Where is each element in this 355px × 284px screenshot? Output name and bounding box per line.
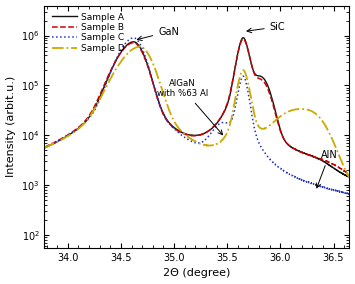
Sample B [170, 125, 175, 129]
Line: Sample A: Sample A [44, 38, 349, 177]
Line: Sample B: Sample B [44, 39, 349, 174]
Sample A [187, 133, 191, 137]
Sample A [323, 160, 327, 164]
Sample B [241, 37, 245, 41]
Sample D [173, 121, 177, 125]
Sample D [170, 117, 175, 120]
Text: GaN: GaN [137, 27, 179, 41]
Line: Sample C: Sample C [44, 38, 349, 194]
Sample D [42, 146, 47, 149]
Sample C [323, 186, 327, 189]
Sample C [187, 139, 192, 142]
Sample B [42, 145, 47, 149]
Sample D [323, 123, 327, 127]
Sample D [338, 156, 342, 160]
Sample B [264, 83, 268, 87]
Y-axis label: Intensity (arbit.u.): Intensity (arbit.u.) [6, 76, 16, 178]
Sample C [42, 146, 47, 149]
Sample A [170, 124, 175, 128]
Sample B [187, 133, 191, 137]
X-axis label: 2Θ (degree): 2Θ (degree) [163, 268, 231, 278]
Sample A [338, 171, 342, 174]
Sample C [173, 128, 177, 131]
Line: Sample D: Sample D [44, 47, 349, 178]
Sample C [264, 153, 268, 156]
Sample A [241, 36, 245, 39]
Sample B [173, 127, 177, 131]
Sample B [347, 172, 351, 176]
Sample C [347, 192, 351, 195]
Sample A [173, 127, 177, 130]
Sample B [323, 159, 327, 162]
Sample B [338, 167, 342, 170]
Sample A [347, 176, 351, 179]
Sample C [132, 36, 136, 39]
Sample B [347, 173, 351, 176]
Legend: Sample A, Sample B, Sample C, Sample D: Sample A, Sample B, Sample C, Sample D [49, 10, 128, 56]
Sample A [42, 146, 47, 150]
Sample C [170, 126, 175, 129]
Sample D [138, 45, 142, 48]
Sample C [338, 190, 342, 193]
Sample D [264, 126, 268, 130]
Sample D [347, 176, 351, 179]
Sample A [264, 80, 268, 84]
Text: AlGaN
with %63 Al: AlGaN with %63 Al [157, 79, 223, 135]
Sample D [187, 136, 192, 139]
Text: SiC: SiC [247, 22, 285, 33]
Sample A [347, 175, 351, 179]
Text: AlN: AlN [316, 150, 338, 188]
Sample C [347, 192, 351, 196]
